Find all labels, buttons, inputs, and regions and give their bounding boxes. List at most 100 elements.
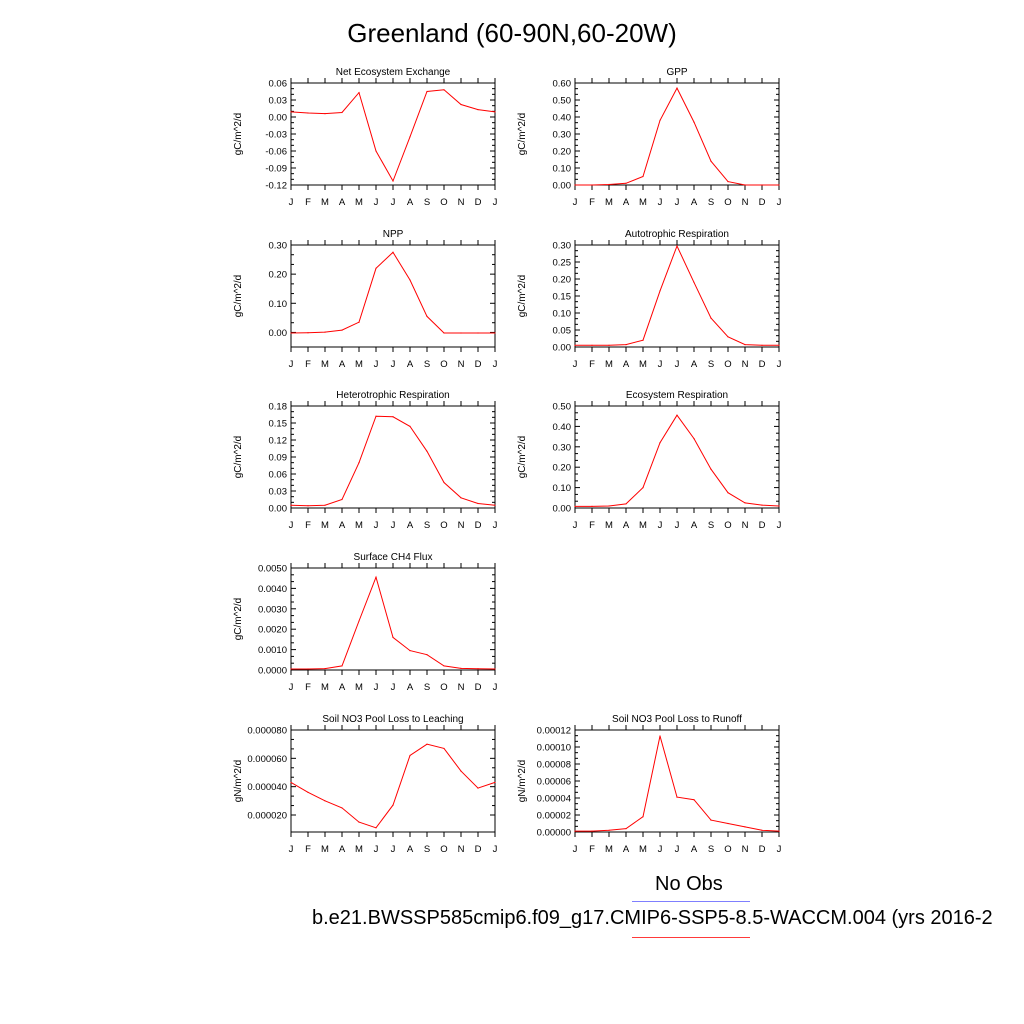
panel: Surface CH4 Flux 0.0000 0.0010 0.0020 0.0030… (233, 552, 498, 693)
x-tick-label: O (724, 359, 731, 370)
data-point (324, 800, 326, 802)
data-point (409, 754, 411, 757)
data-point (710, 819, 712, 821)
x-tick-label: M (639, 844, 647, 855)
series-line (290, 743, 496, 829)
x-tick-label: J (391, 520, 396, 531)
data-point (341, 111, 343, 114)
data-point (778, 830, 780, 832)
data-point (307, 505, 309, 507)
data-point (375, 267, 377, 269)
x-tick-label: N (458, 520, 465, 531)
y-tick-label: -0.06 (265, 147, 287, 158)
panel-title: Soil NO3 Pool Loss to Runoff (612, 714, 742, 725)
data-point (676, 414, 678, 416)
data-point (392, 251, 394, 253)
x-tick-label: O (724, 197, 731, 208)
data-point (307, 668, 309, 670)
data-point (494, 781, 496, 784)
y-tick-label: 0.05 (553, 326, 572, 337)
x-tick-label: F (589, 520, 595, 531)
x-tick-label: D (759, 197, 766, 208)
y-tick-label: 0.40 (553, 113, 572, 124)
y-tick-label: 0.30 (269, 241, 288, 252)
x-tick-label: A (339, 197, 346, 208)
x-tick-label: N (458, 844, 465, 855)
series-line (575, 735, 780, 832)
plot-frame (574, 82, 780, 186)
x-tick-label: M (355, 520, 363, 531)
x-tick-label: M (605, 520, 613, 531)
x-tick-label: J (374, 520, 379, 531)
data-point (676, 796, 678, 798)
x-tick-label: A (339, 682, 346, 693)
y-tick-label: 0.20 (553, 275, 572, 286)
data-point (659, 290, 661, 292)
x-tick-label: N (742, 520, 749, 531)
data-point (392, 804, 394, 806)
plot-frame (574, 244, 780, 348)
x-tick-label: D (475, 197, 482, 208)
figure-title: Greenland (60-90N,60-20W) (347, 18, 677, 48)
x-tick-label: J (374, 197, 379, 208)
x-tick-label: S (424, 359, 430, 370)
y-tick-label: 0.03 (269, 96, 288, 107)
y-tick-label: 0.40 (553, 422, 572, 433)
x-tick-label: J (391, 844, 396, 855)
data-point (625, 828, 627, 830)
y-tick-label: 0.00004 (537, 794, 571, 805)
data-point (778, 505, 780, 507)
data-point (324, 331, 326, 333)
data-point (574, 505, 576, 507)
series-line (575, 87, 779, 186)
data-point (426, 450, 428, 452)
panel: Net Ecosystem Exchange -0.12 -0.09 -0.06 -0.… (233, 67, 498, 208)
x-tick-label: O (440, 520, 447, 531)
data-point (591, 505, 593, 507)
y-tick-label: 0.12 (269, 436, 288, 447)
x-tick-label: J (374, 359, 379, 370)
plot-frame (290, 82, 496, 186)
x-tick-label: A (339, 844, 346, 855)
y-tick-label: 0.0030 (258, 604, 287, 615)
x-tick-label: J (675, 520, 680, 531)
data-point (392, 636, 394, 638)
x-tick-label: J (573, 520, 578, 531)
data-point (290, 332, 292, 334)
x-tick-label: D (759, 844, 766, 855)
y-tick-label: -0.03 (265, 130, 287, 141)
y-axis-label: gC/m^2/d (233, 275, 244, 318)
data-point (409, 425, 411, 427)
data-point (341, 665, 343, 667)
data-point (574, 184, 576, 186)
x-tick-label: S (424, 197, 430, 208)
data-point (477, 787, 479, 789)
y-tick-label: 0.00 (269, 113, 288, 124)
data-point (426, 315, 428, 317)
data-point (727, 492, 729, 494)
data-point (307, 112, 309, 114)
legend-obs-label: No Obs (655, 873, 723, 895)
series-line (575, 244, 779, 346)
x-tick-label: D (475, 359, 482, 370)
data-point (392, 180, 394, 182)
data-point (642, 339, 644, 341)
x-tick-label: N (742, 359, 749, 370)
y-tick-label: 0.06 (269, 470, 288, 481)
x-tick-label: J (391, 682, 396, 693)
y-axis-label: gC/m^2/d (233, 598, 244, 641)
panel-title: NPP (383, 229, 404, 240)
y-tick-label: 0.000060 (247, 754, 287, 765)
data-point (324, 113, 326, 115)
x-tick-label: D (759, 520, 766, 531)
data-point (375, 576, 377, 578)
data-point (778, 344, 780, 346)
data-point (358, 321, 360, 323)
x-tick-label: J (573, 844, 578, 855)
x-tick-label: F (305, 520, 311, 531)
x-tick-label: J (493, 197, 498, 208)
data-point (341, 329, 343, 331)
x-tick-label: M (355, 844, 363, 855)
data-point (460, 497, 462, 499)
data-point (710, 468, 712, 470)
